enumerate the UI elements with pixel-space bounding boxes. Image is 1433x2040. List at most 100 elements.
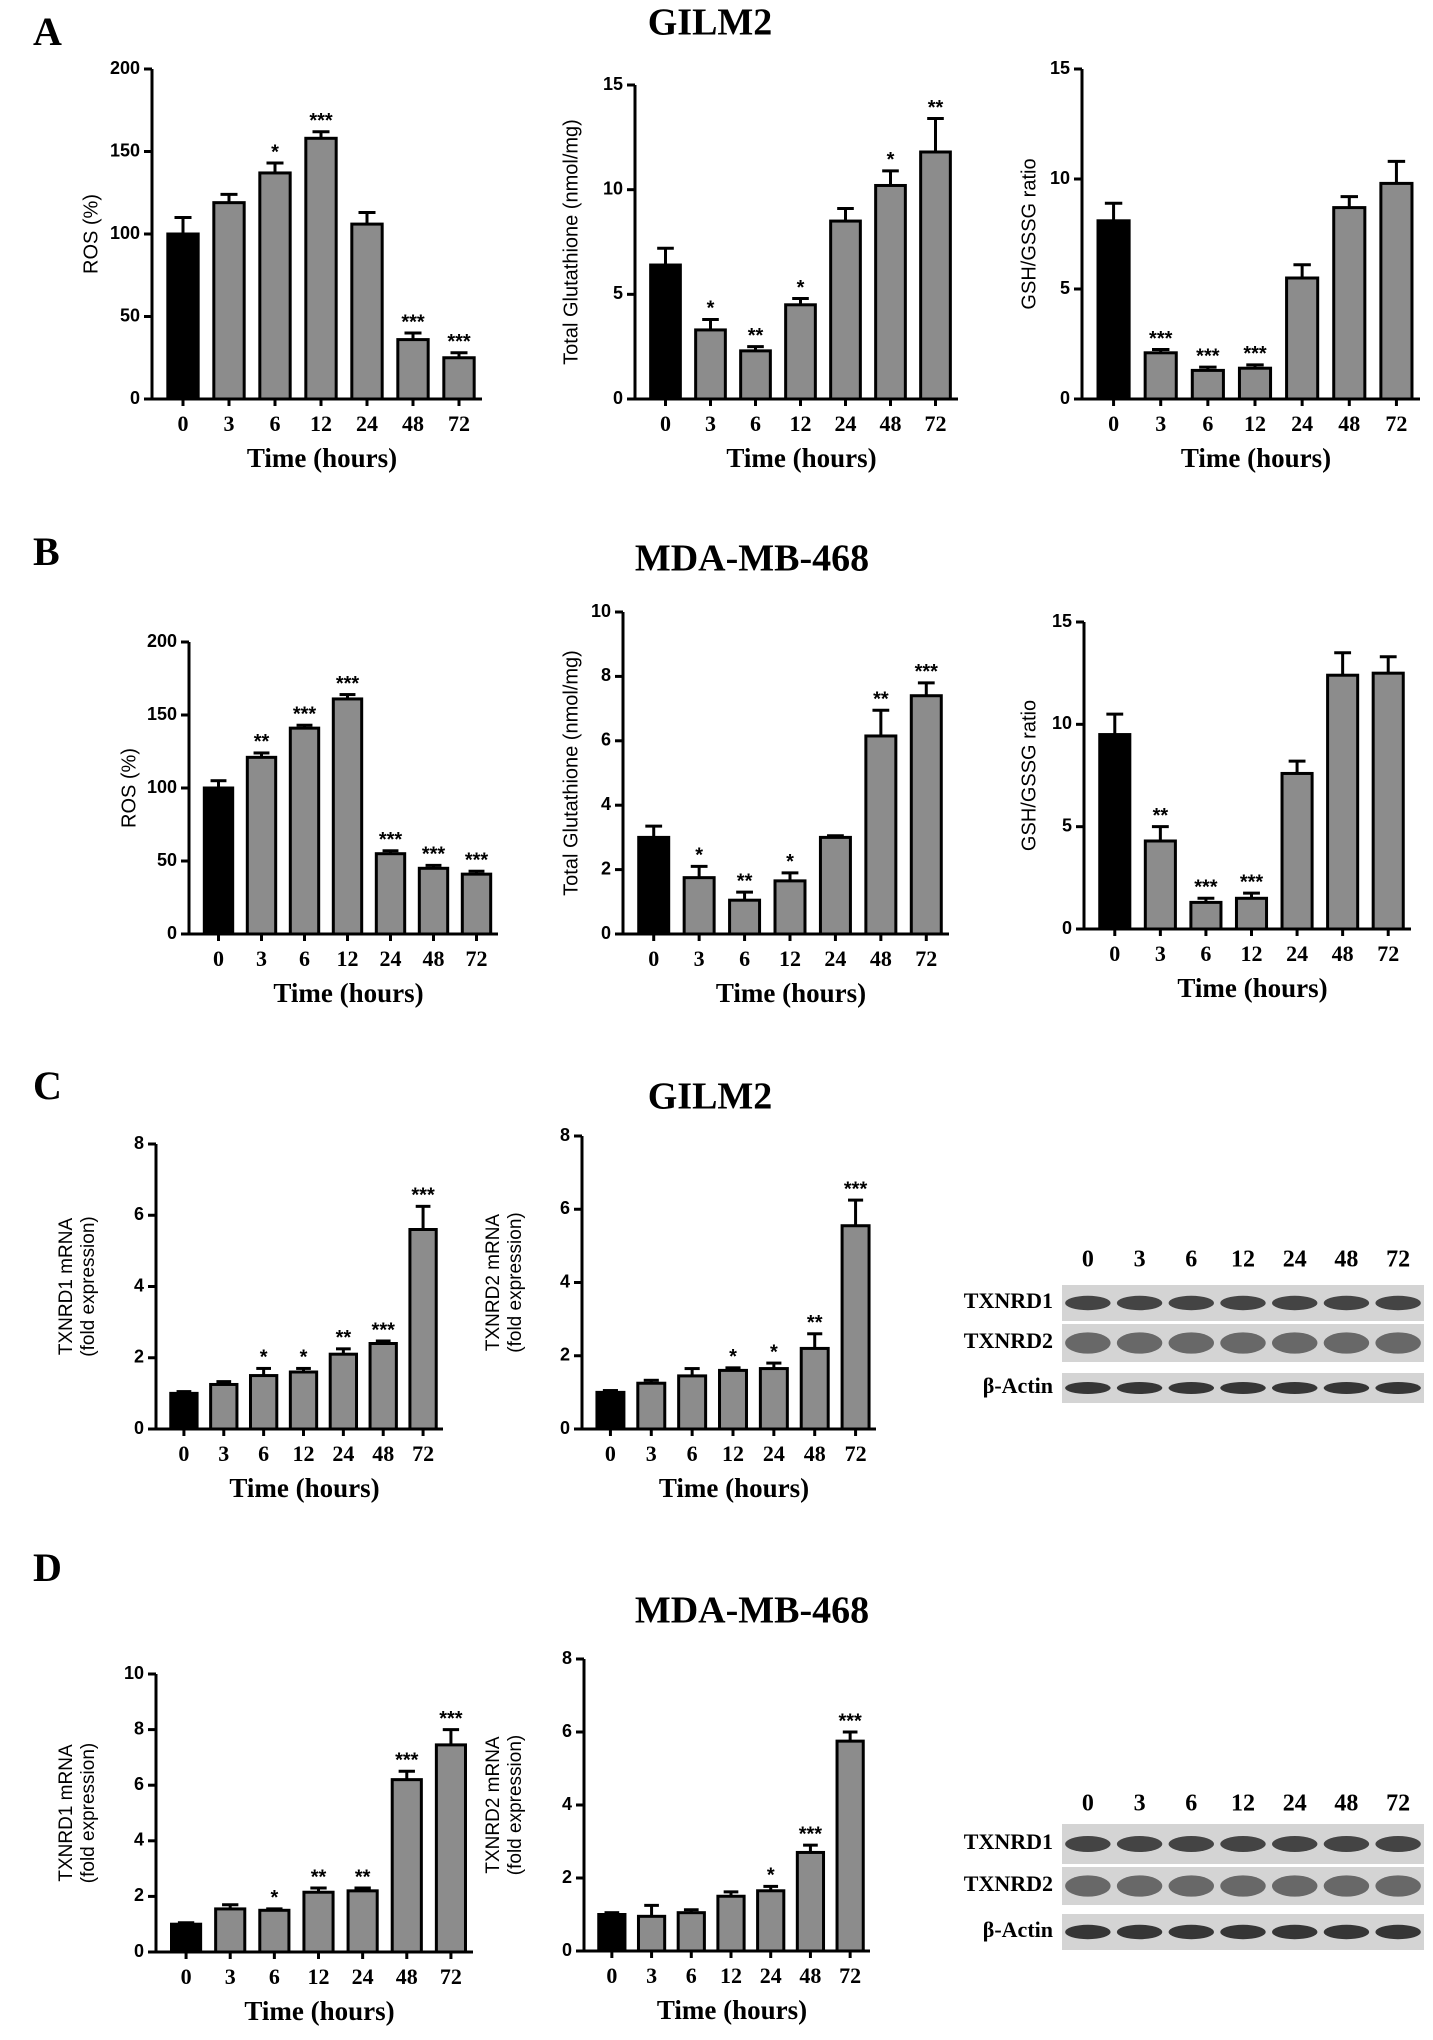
panel-letter: A (33, 9, 62, 54)
bar (288, 1370, 319, 1431)
y-tick-label: 15 (1050, 58, 1070, 78)
significance-label: * (270, 1887, 278, 1909)
significance-label: ** (1153, 805, 1169, 827)
significance-label: ** (873, 688, 889, 710)
lane-label: 72 (1386, 1791, 1410, 1817)
bar (248, 1374, 279, 1431)
bar (795, 1850, 826, 1953)
significance-label: *** (447, 331, 471, 353)
x-tick-label: 48 (402, 411, 424, 436)
y-tick-label: 15 (603, 74, 623, 94)
y-tick-label: 0 (167, 923, 177, 943)
x-tick-label: 6 (258, 1441, 269, 1466)
y-axis-label: ROS (%) (118, 748, 140, 828)
blot-band (1116, 1836, 1163, 1852)
x-tick-label: 48 (1332, 941, 1354, 966)
x-tick-label: 48 (880, 411, 902, 436)
bar (784, 303, 817, 401)
bar (1189, 900, 1223, 931)
bar (716, 1894, 746, 1953)
bar (1280, 771, 1314, 931)
x-tick-label: 6 (739, 946, 750, 971)
x-tick-label: 48 (799, 1963, 821, 1988)
significance-label: *** (336, 673, 360, 695)
x-tick-label: 12 (293, 1441, 315, 1466)
y-axis-label: TXNRD1 mRNA (56, 1218, 77, 1356)
x-tick-label: 3 (225, 1964, 236, 1989)
significance-label: *** (401, 311, 425, 333)
blot-band (1375, 1332, 1421, 1354)
x-axis-label: Time (hours) (726, 443, 876, 473)
y-tick-label: 150 (110, 140, 140, 160)
significance-label: *** (293, 704, 317, 726)
bar (1237, 366, 1273, 401)
x-tick-label: 72 (412, 1441, 434, 1466)
y-tick-label: 8 (134, 1718, 144, 1738)
y-tick-label: 6 (562, 1721, 572, 1741)
blot-band (1065, 1332, 1111, 1354)
significance-label: * (260, 1347, 268, 1369)
significance-label: *** (411, 1185, 435, 1207)
x-tick-label: 72 (845, 1441, 867, 1466)
blot-band (1065, 1382, 1111, 1394)
x-tick-label: 12 (310, 411, 332, 436)
bar (909, 694, 943, 936)
blot-band (1323, 1382, 1370, 1394)
bar (636, 1381, 667, 1431)
x-tick-label: 12 (337, 946, 359, 971)
significance-label: *** (838, 1710, 862, 1732)
y-tick-label: 15 (1052, 611, 1072, 631)
y-tick-label: 8 (601, 665, 611, 685)
blot-band (1116, 1332, 1163, 1354)
bar (170, 1922, 203, 1954)
bar (1285, 276, 1320, 401)
x-tick-label: 6 (750, 411, 761, 436)
y-tick-label: 4 (134, 1275, 144, 1295)
lane-label: 24 (1283, 1791, 1307, 1817)
x-tick-label: 24 (332, 1441, 354, 1466)
bar (331, 697, 364, 936)
bar (864, 734, 898, 936)
bar-chart: 0 50 100 150 200 ROS (%) 0 3 6 * 12 *** 24 48 *** 72 ***… (80, 58, 482, 473)
y-tick-label: 10 (603, 178, 623, 198)
y-tick-label: 50 (157, 850, 177, 870)
significance-label: *** (1149, 328, 1173, 350)
blot-band (1375, 1295, 1421, 1311)
y-axis-label: (fold expression) (505, 1735, 526, 1875)
x-tick-label: 24 (835, 411, 857, 436)
x-tick-label: 24 (760, 1963, 782, 1988)
blot-band (1375, 1875, 1421, 1897)
y-tick-label: 2 (560, 1345, 570, 1365)
x-tick-label: 24 (824, 946, 846, 971)
significance-label: *** (1240, 871, 1264, 893)
significance-label: *** (422, 844, 446, 866)
blot-band (1220, 1332, 1266, 1354)
y-tick-label: 0 (134, 1418, 144, 1438)
blot-band (1323, 1295, 1370, 1311)
bar (288, 726, 321, 936)
y-tick-label: 4 (601, 794, 611, 814)
blot-band (1323, 1332, 1370, 1354)
bar (773, 879, 807, 936)
y-axis-label: GSH/GSSG ratio (1018, 700, 1040, 851)
y-tick-label: 50 (120, 305, 140, 325)
bar (169, 1391, 199, 1431)
x-tick-label: 0 (606, 1963, 617, 1988)
significance-label: * (271, 141, 279, 163)
significance-label: ** (311, 1866, 327, 1888)
y-tick-label: 200 (110, 58, 140, 78)
x-tick-label: 12 (722, 1441, 744, 1466)
x-axis-label: Time (hours) (229, 1473, 379, 1503)
significance-label: * (729, 1346, 737, 1368)
bar (166, 232, 200, 401)
significance-label: * (786, 851, 794, 873)
blot-band (1271, 1332, 1318, 1354)
significance-label: *** (439, 1708, 463, 1730)
bar (202, 786, 235, 936)
significance-label: ** (807, 1312, 823, 1334)
y-tick-label: 0 (130, 388, 140, 408)
blot-band (1065, 1924, 1111, 1940)
panel-letter: B (33, 529, 60, 574)
blot-band (1220, 1295, 1266, 1311)
